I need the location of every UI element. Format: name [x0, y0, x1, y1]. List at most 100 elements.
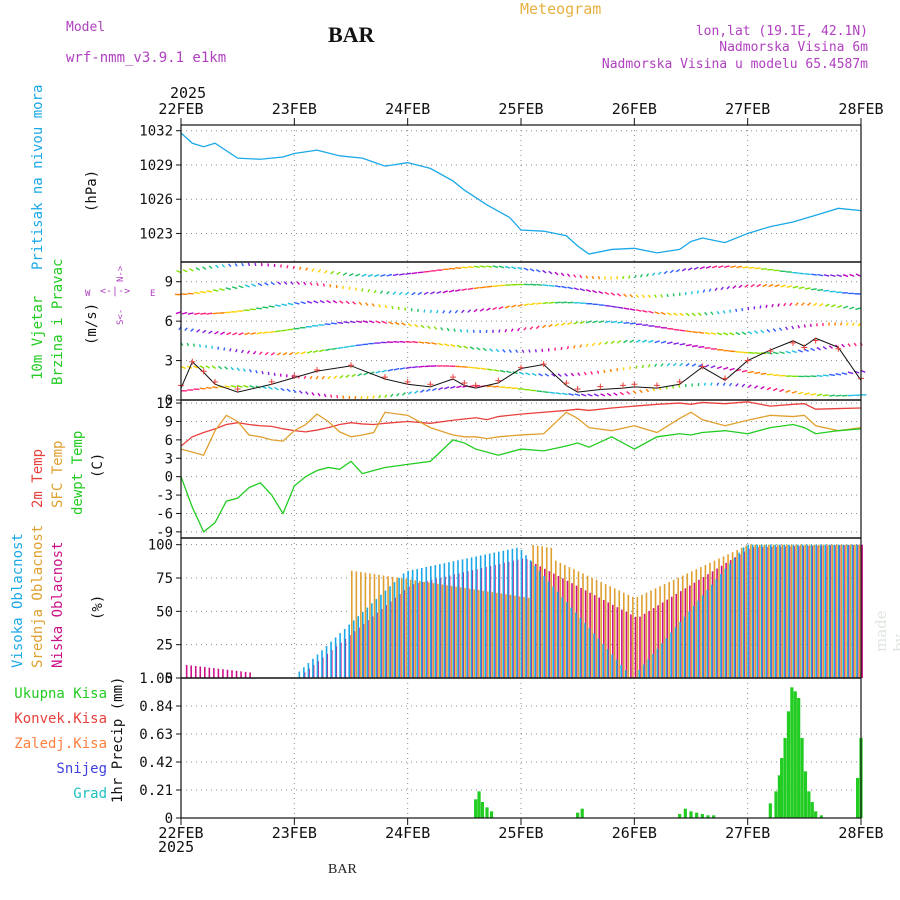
cloud-high-bar	[661, 643, 663, 678]
wind-barb	[380, 273, 386, 277]
wind-barb	[306, 350, 313, 354]
wind-barb	[666, 293, 669, 298]
wind-barb	[590, 371, 594, 375]
wind-barb	[407, 323, 413, 327]
cloud-mid-bar	[768, 544, 770, 678]
wind-barb	[326, 299, 331, 304]
cloud-mid-bar	[382, 575, 385, 678]
wind-barb	[495, 348, 500, 353]
cloud-mid-bar	[450, 585, 453, 678]
cloud-mid-bar	[849, 544, 852, 678]
wind-barb	[573, 321, 579, 325]
cloud-low-bar	[861, 544, 863, 678]
wind-barb	[405, 366, 412, 369]
wind-barb	[542, 324, 547, 329]
wind-barb	[367, 273, 373, 278]
cloud-mid-bar	[468, 588, 471, 678]
wind-barb	[393, 367, 400, 371]
cloud-high-bar	[620, 664, 622, 678]
wind-barb	[208, 265, 213, 270]
cloud-high-bar	[434, 565, 437, 678]
wind-gust-marker	[597, 383, 604, 390]
wind-barb	[236, 384, 243, 388]
cloud-high-bar	[711, 584, 713, 678]
wind-barb	[766, 328, 771, 333]
wind-barb	[225, 287, 232, 291]
wind-barb	[480, 265, 486, 268]
wind-barb	[467, 287, 474, 291]
wind-barb	[583, 371, 587, 376]
cloud-mid-bar	[781, 544, 784, 678]
precip-bar	[807, 791, 811, 818]
wind-barb	[616, 340, 622, 344]
wind-barb	[580, 393, 587, 397]
wind-barb	[366, 395, 369, 400]
cloud-low-bar	[621, 609, 623, 678]
cloud-mid-bar	[740, 547, 743, 678]
wind-barb	[849, 306, 855, 310]
wind-barb	[810, 288, 817, 291]
wind-barb	[515, 349, 519, 354]
cloud-ytick-label: 75	[156, 571, 173, 587]
wind-ytick-label: 9	[165, 275, 173, 291]
cloud-ytick-label: 0	[165, 671, 173, 687]
wind-barb	[355, 344, 362, 347]
wind-barb	[841, 343, 845, 348]
wind-barb	[394, 321, 400, 326]
cloud-mid-bar	[749, 544, 752, 678]
wind-barb	[348, 272, 354, 277]
wind-barb	[342, 272, 348, 276]
precip-bar	[790, 687, 794, 818]
wind-barb	[329, 284, 332, 288]
wind-barb	[841, 372, 848, 375]
wind-barb	[660, 363, 664, 367]
cloud-high-bar	[502, 550, 505, 678]
wind-gust-marker	[212, 378, 218, 385]
x-label-bottom: 22FEB	[158, 824, 203, 842]
wind-barb	[345, 374, 350, 378]
wind-barb	[635, 365, 638, 369]
wind-barb	[698, 331, 704, 335]
wind-barb	[797, 391, 804, 395]
wind-barb	[430, 291, 436, 295]
x-label-bottom: 27FEB	[725, 824, 770, 842]
wind-barb	[232, 332, 238, 336]
wind-barb	[476, 346, 481, 351]
wind-ytick-label: 0	[165, 393, 173, 409]
wind-barb	[202, 266, 207, 270]
wind-barb	[824, 303, 830, 307]
wind-barb	[531, 372, 537, 377]
x-label-top: 25FEB	[498, 100, 543, 118]
precip-bar	[786, 711, 791, 818]
cloud-mid-bar	[700, 567, 702, 678]
wind-barb	[223, 347, 226, 351]
wind-barb	[652, 387, 656, 392]
wind-barb	[433, 326, 438, 330]
wind-barb	[305, 267, 309, 271]
wind-barb	[710, 332, 717, 336]
wind-barb	[290, 281, 294, 285]
cloud-mid-bar	[409, 579, 412, 678]
wind-barb	[685, 330, 692, 333]
wind-barb	[480, 367, 487, 371]
wind-barb	[402, 392, 406, 396]
wind-barb	[372, 395, 375, 399]
wind-gust-marker	[801, 344, 808, 351]
cloud-mid-bar	[709, 562, 711, 678]
wind-barb	[679, 329, 686, 332]
wind-barb	[379, 290, 384, 294]
wind-barb	[536, 283, 543, 286]
wind-barb	[386, 290, 390, 295]
wind-barb	[309, 282, 313, 286]
wind-barb	[246, 350, 251, 354]
wind-barb	[486, 368, 493, 371]
wind-barb	[747, 384, 752, 388]
wind-barb	[841, 394, 848, 397]
cloud-mid-bar	[477, 590, 480, 678]
wind-barb	[386, 273, 393, 277]
wind-barb	[579, 274, 583, 279]
wind-barb	[456, 344, 462, 349]
wind-barb	[518, 371, 525, 375]
wind-barb	[408, 391, 413, 395]
